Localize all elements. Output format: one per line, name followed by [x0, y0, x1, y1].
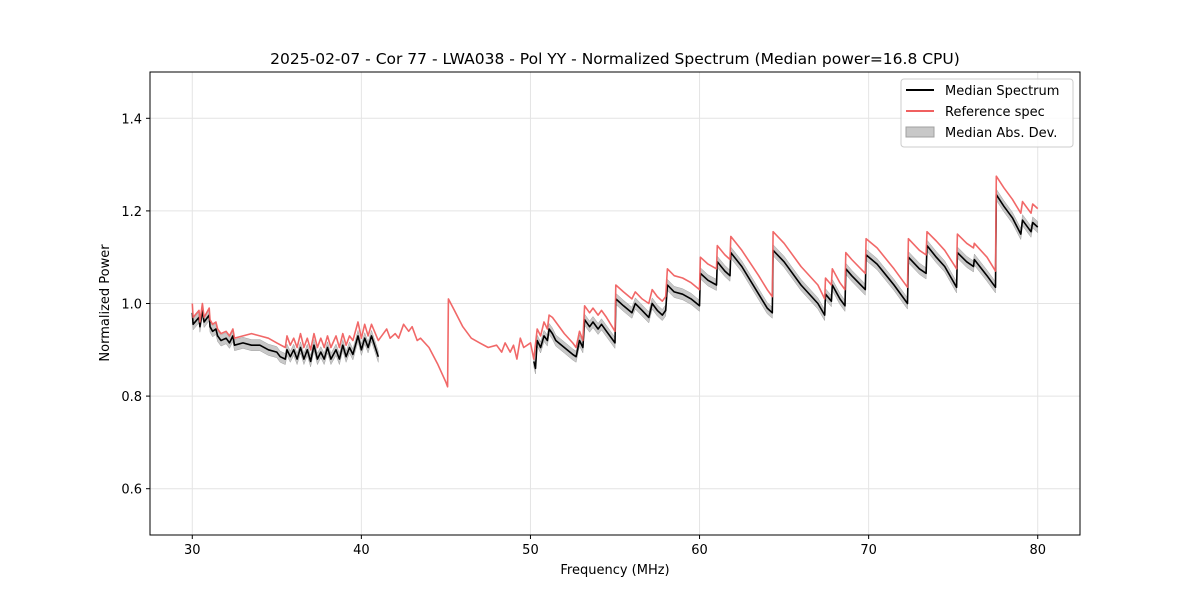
- legend-box: [900, 78, 1074, 148]
- x-tick-label: 40: [353, 543, 370, 558]
- x-tick-label: 60: [691, 543, 708, 558]
- x-axis-label: Frequency (MHz): [560, 563, 669, 578]
- x-tick-label: 30: [184, 543, 201, 558]
- y-tick-label: 1.2: [121, 205, 142, 220]
- y-tick-label: 1.4: [121, 112, 142, 127]
- median-spectrum-line: [191, 309, 380, 363]
- y-axis: 0.6 0.8 1.0 1.2 1.4: [121, 112, 150, 498]
- y-tick-label: 0.6: [121, 483, 142, 498]
- reference-spectrum-line: [191, 175, 1039, 388]
- y-tick-label: 1.0: [121, 298, 142, 313]
- mad-band: [192, 304, 379, 367]
- y-tick-label: 0.8: [121, 390, 142, 405]
- legend-mad-patch: [905, 126, 935, 138]
- legend-mad-label: Median Abs. Dev.: [945, 126, 1057, 141]
- mad-band: [533, 188, 1038, 374]
- legend-median-label: Median Spectrum: [945, 84, 1059, 99]
- x-tick-label: 70: [860, 543, 877, 558]
- legend-reference-label: Reference spec: [945, 105, 1045, 120]
- chart-title: 2025-02-07 - Cor 77 - LWA038 - Pol YY - …: [270, 50, 960, 68]
- plot-area: [191, 175, 1039, 388]
- y-axis-label: Normalized Power: [98, 244, 113, 362]
- x-axis: 30 40 50 60 70 80: [184, 535, 1046, 558]
- legend: Median Spectrum Reference spec Median Ab…: [900, 78, 1074, 148]
- x-tick-label: 80: [1029, 543, 1046, 558]
- x-tick-label: 50: [522, 543, 539, 558]
